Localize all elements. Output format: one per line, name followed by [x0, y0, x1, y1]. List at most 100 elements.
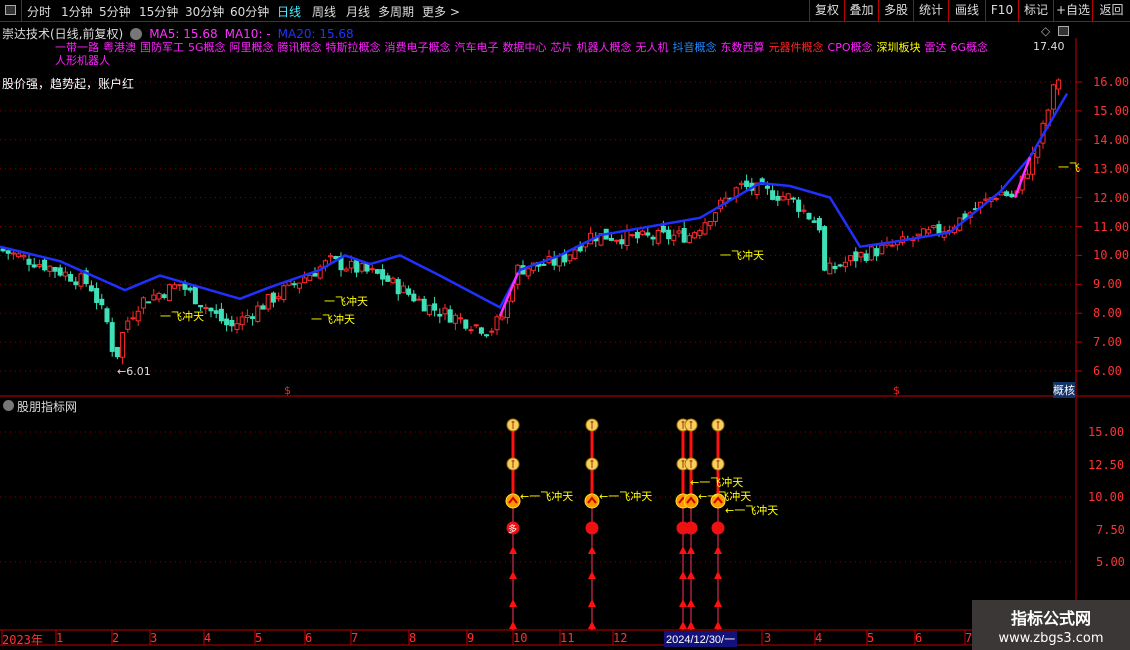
candle-body: [775, 195, 781, 201]
toolbar-button[interactable]: 画线: [948, 0, 985, 21]
concept-tag[interactable]: 腾讯概念: [277, 41, 322, 54]
concept-tag[interactable]: CPO概念: [827, 41, 873, 54]
toolbar-button[interactable]: 叠加: [844, 0, 878, 21]
candle-body: [114, 346, 120, 358]
candle-body: [276, 296, 282, 300]
tab-badge[interactable]: 概核: [1053, 382, 1075, 398]
candle-body: [702, 222, 708, 235]
candle-body: [109, 322, 115, 352]
arrow-up-icon: [509, 571, 517, 579]
concept-tag[interactable]: 5G概念: [188, 41, 226, 54]
concept-tag[interactable]: 机器人概念: [576, 41, 632, 54]
candle-body: [473, 324, 479, 327]
duo-badge-icon: [684, 521, 698, 535]
candle-body: [47, 265, 53, 272]
panel-icon[interactable]: [1058, 26, 1069, 36]
arrow-up-icon: [679, 571, 687, 579]
concept-tag[interactable]: 人形机器人: [55, 54, 110, 67]
price-axis-label: 14.00: [1093, 132, 1130, 147]
concept-tag[interactable]: 深圳板块: [876, 41, 921, 54]
candle-body: [780, 195, 786, 201]
concept-tag[interactable]: 6G概念: [950, 41, 989, 54]
period-tab[interactable]: 多周期: [378, 5, 415, 19]
candle-body: [1050, 84, 1056, 110]
candle-body: [31, 264, 37, 268]
period-tab[interactable]: 30分钟: [185, 5, 225, 19]
period-tab[interactable]: 分时: [27, 5, 52, 19]
dollar-sign-icon: [681, 421, 685, 429]
toolbar-button[interactable]: 多股: [878, 0, 913, 21]
rocket-badge-icon: [710, 493, 726, 509]
diamond-icon[interactable]: ◇: [1041, 24, 1051, 38]
toolbar-button[interactable]: F10: [985, 0, 1018, 21]
period-tab[interactable]: 更多 >: [422, 5, 460, 19]
arrow-up-icon: [687, 571, 695, 579]
candle-body: [697, 230, 703, 237]
concept-tag[interactable]: 数据中心: [502, 41, 547, 54]
candle-body: [1056, 79, 1062, 90]
candle-body: [42, 259, 48, 271]
concept-tag[interactable]: 特斯拉概念: [325, 41, 381, 54]
arrow-up-icon: [714, 599, 722, 607]
toolbar-button[interactable]: 返回: [1092, 0, 1130, 21]
price-axis-label: 6.00: [1093, 364, 1122, 378]
candle-body: [634, 231, 640, 239]
candle-body: [385, 275, 391, 282]
candle-body: [354, 260, 360, 273]
concept-tag[interactable]: 无人机: [635, 41, 669, 54]
candle-body: [224, 318, 230, 326]
toolbar-button[interactable]: +自选: [1053, 0, 1092, 21]
concept-tag[interactable]: 一带一路: [55, 41, 99, 54]
period-tab[interactable]: 日线: [277, 5, 302, 19]
period-tab[interactable]: 周线: [312, 5, 337, 19]
candle-body: [291, 283, 297, 286]
concept-tag[interactable]: 汽车电子: [454, 41, 499, 54]
concept-tag[interactable]: 元器件概念: [768, 41, 824, 54]
indicator-signal-label: ←一飞冲天: [690, 476, 744, 489]
candle-body: [400, 285, 406, 294]
panel-toggle-button[interactable]: [0, 0, 22, 21]
period-tab[interactable]: 月线: [346, 5, 371, 19]
candle-body: [806, 212, 812, 220]
candle-body: [1024, 173, 1030, 179]
collapse-icon[interactable]: [3, 400, 14, 411]
candle-body: [302, 277, 308, 284]
candle-body: [177, 284, 183, 287]
candle-body: [801, 209, 807, 212]
concept-tag[interactable]: 国防军工: [140, 41, 184, 54]
concept-tag[interactable]: 抖音概念: [672, 41, 717, 54]
candle-body: [130, 317, 136, 320]
dropdown-icon[interactable]: [130, 27, 143, 40]
concept-tag[interactable]: 芯片: [550, 41, 573, 54]
concept-tag[interactable]: 东数西算: [720, 41, 765, 54]
toolbar-button[interactable]: 标记: [1018, 0, 1053, 21]
period-tab[interactable]: 1分钟: [61, 5, 93, 19]
candle-body: [26, 258, 32, 265]
period-tab[interactable]: 5分钟: [99, 5, 131, 19]
concept-tag[interactable]: 阿里概念: [229, 41, 274, 54]
period-tab[interactable]: 15分钟: [139, 5, 179, 19]
candle-body: [369, 268, 375, 271]
concept-tag[interactable]: 粤港澳: [103, 41, 136, 54]
candle-body: [640, 230, 646, 235]
chevron-up-icon: [587, 496, 597, 504]
concept-tag[interactable]: 消费电子概念: [384, 41, 451, 54]
date-axis-label: 10: [513, 631, 528, 645]
period-tab[interactable]: 60分钟: [230, 5, 270, 19]
candle-body: [770, 190, 776, 200]
concept-tag[interactable]: 雷达: [924, 41, 947, 54]
dollar-sign-icon: [716, 460, 720, 468]
date-axis-label: 3: [150, 631, 158, 645]
price-axis-label: 13.00: [1093, 161, 1130, 176]
toolbar-button[interactable]: 复权: [809, 0, 844, 21]
candle-body: [265, 294, 271, 310]
candle-body: [614, 239, 620, 242]
candle-body: [0, 248, 6, 252]
arrow-up-icon: [679, 621, 687, 629]
toolbar-button[interactable]: 统计: [913, 0, 948, 21]
candle-body: [328, 255, 334, 258]
candle-body: [374, 269, 380, 274]
stock-title: 崇达技术(日线,前复权): [2, 27, 124, 41]
rocket-badge-icon: [584, 493, 600, 509]
